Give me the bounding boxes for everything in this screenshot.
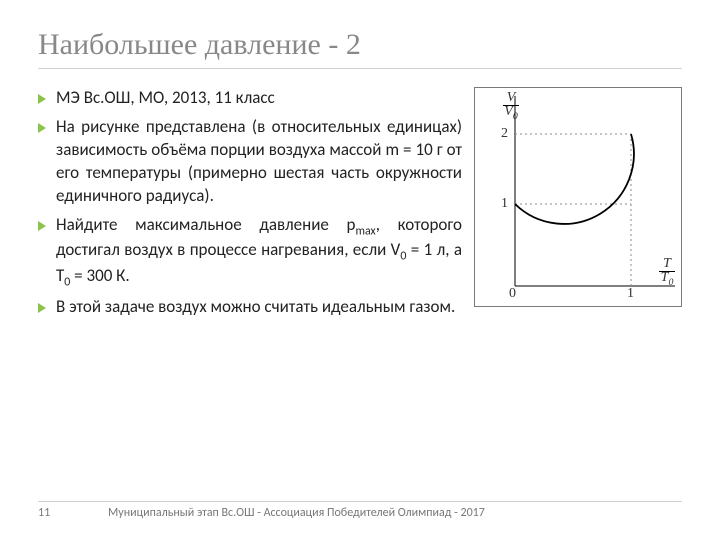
bullet-3: Найдите максимальное давление pmax, кото… xyxy=(38,214,462,290)
text-column: МЭ Вс.ОШ, МО, 2013, 11 класс На рисунке … xyxy=(38,87,462,325)
b3-sub: max xyxy=(355,224,375,238)
vt-chart: V V0 T T0 2 1 0 1 xyxy=(474,87,682,307)
b3-pre: Найдите максимальное давление p xyxy=(56,214,355,235)
chart-svg xyxy=(475,88,683,308)
content-row: МЭ Вс.ОШ, МО, 2013, 11 класс На рисунке … xyxy=(38,87,682,325)
page-number: 11 xyxy=(38,506,68,520)
bullet-4: В этой задаче воздух можно считать идеал… xyxy=(38,296,462,319)
bullet-2: На рисунке представлена (в относительных… xyxy=(38,116,462,208)
bullet-1: МЭ Вс.ОШ, МО, 2013, 11 класс xyxy=(38,87,462,110)
figure-column: V V0 T T0 2 1 0 1 xyxy=(474,87,682,325)
page-title: Наибольшее давление - 2 xyxy=(38,28,682,69)
footer: 11 Муниципальный этап Вс.ОШ - Ассоциация… xyxy=(38,501,682,520)
b3-end: = 300 К. xyxy=(70,265,129,286)
footer-text: Муниципальный этап Вс.ОШ - Ассоциация По… xyxy=(108,506,485,520)
